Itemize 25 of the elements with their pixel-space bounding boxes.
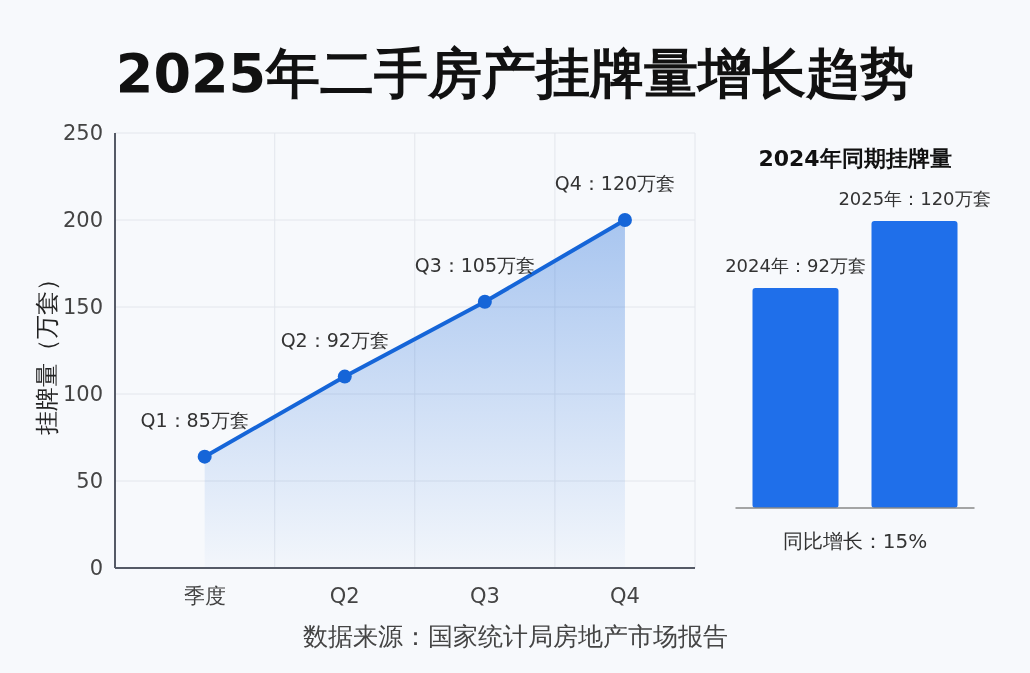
- y-tick-label: 250: [62, 121, 103, 145]
- point: [337, 369, 352, 384]
- chart-title: 2025年二手房产挂牌量增长趋势: [115, 42, 915, 105]
- point: [197, 449, 212, 464]
- x-tick-label: Q4: [610, 584, 640, 608]
- data-label: Q3：105万套: [414, 253, 536, 276]
- text: 同比增长：15%: [782, 529, 928, 553]
- y-axis-title: 挂牌量（万套）: [33, 266, 61, 435]
- source-note: 数据来源：国家统计局房地产市场报告: [302, 622, 728, 651]
- y-tick-label: 150: [62, 295, 103, 319]
- y-tick-label: 200: [62, 208, 103, 232]
- data-label: 2024年：92万套: [725, 254, 866, 276]
- chart-title: 2024年同期挂牌量: [758, 146, 952, 171]
- point: [477, 294, 492, 309]
- x-tick-label: Q2: [329, 584, 360, 608]
- data-label: Q1：85万套: [140, 408, 249, 431]
- y-tick-label: 100: [62, 382, 103, 406]
- x-tick-label: Q3: [469, 584, 500, 608]
- y-tick-label: 50: [76, 469, 103, 493]
- data-label: Q2：92万套: [280, 328, 389, 351]
- data-label: 2025年：120万套: [838, 188, 991, 209]
- x-tick-label: 季度: [183, 584, 226, 608]
- point: [617, 213, 632, 227]
- data-label: Q4：120万套: [554, 172, 676, 194]
- y-tick-label: 0: [89, 556, 103, 580]
